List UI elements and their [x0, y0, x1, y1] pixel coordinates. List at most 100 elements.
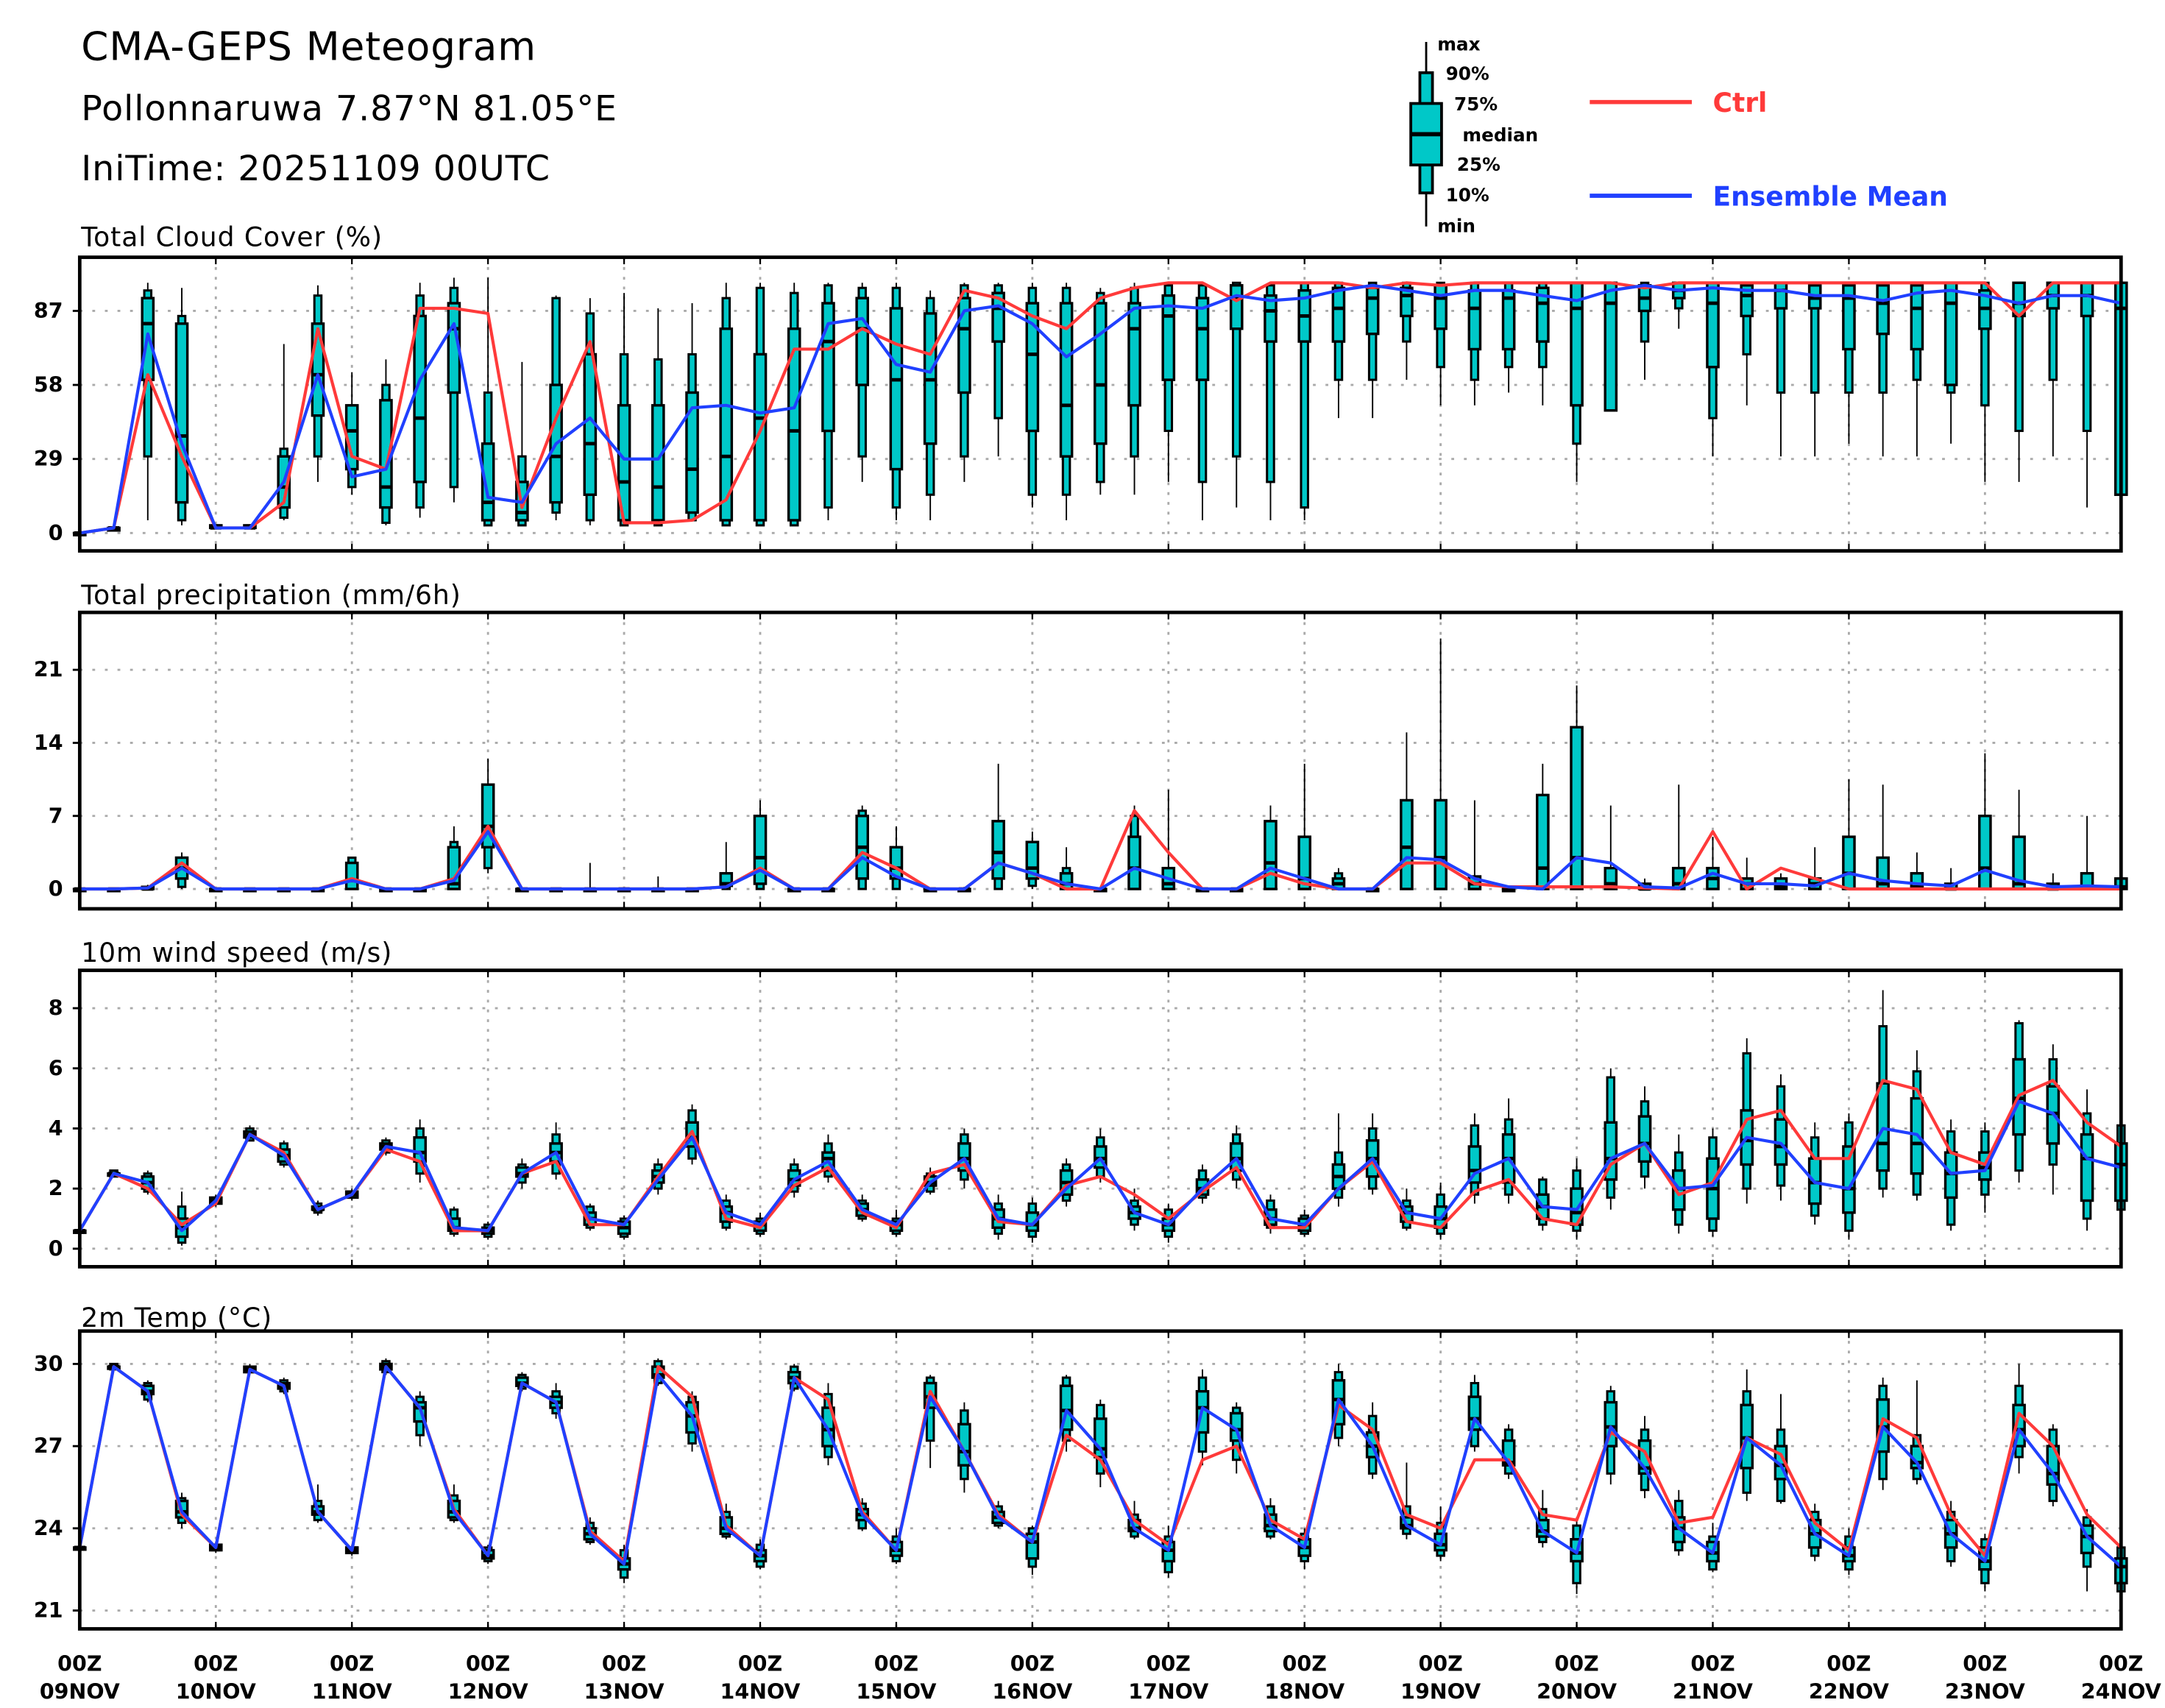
p25-p75-box	[719, 327, 734, 522]
p25-p75-box	[957, 297, 971, 394]
boxplot	[1094, 288, 1108, 495]
boxplot	[1059, 1158, 1074, 1207]
boxplot	[1807, 281, 1822, 457]
legend-p75-label: 75%	[1454, 93, 1498, 115]
boxplot	[1570, 281, 1584, 482]
boxplot	[1706, 281, 1720, 457]
p10-p90-box	[1266, 284, 1275, 483]
x-tick-hour-label: 00Z	[1010, 1651, 1055, 1676]
boxplot	[583, 298, 598, 525]
ensemble-mean-line	[79, 283, 2122, 535]
boxplot	[1195, 283, 1210, 520]
x-tick-hour-label: 00Z	[330, 1651, 374, 1676]
panel-precip: 0 7 14 21	[34, 610, 2128, 911]
x-tick-date-label: 11NOV	[312, 1679, 392, 1704]
p10-p90-box	[1640, 281, 1650, 343]
panel-frame	[77, 610, 2123, 911]
boxplot	[1978, 281, 1992, 482]
boxplot	[1501, 887, 1516, 893]
boxplot	[1876, 990, 1890, 1198]
boxplot	[855, 283, 870, 482]
x-tick-hour-label: 00Z	[2099, 1651, 2143, 1676]
y-tick-label: 0	[49, 521, 63, 545]
p25-p75-box	[991, 820, 1005, 880]
boxplot	[1978, 753, 1992, 890]
p25-p75-box	[1706, 281, 1720, 369]
y-tick-label: 0	[49, 877, 63, 901]
boxplot	[1604, 281, 1618, 412]
y-tick-label: 21	[34, 1598, 63, 1623]
x-tick-hour-label: 00Z	[1554, 1651, 1598, 1676]
y-tick-label: 8	[49, 996, 63, 1021]
boxplot	[1604, 805, 1618, 890]
boxplot	[1570, 1520, 1584, 1595]
boxplot	[2080, 1509, 2094, 1592]
x-axis-labels: 00Z 09NOV 00Z 10NOV 00Z 11NOV 00Z 12NOV 00Z 13NOV…	[40, 1651, 2161, 1704]
boxplot	[1807, 847, 1822, 890]
boxplot	[1229, 281, 1244, 508]
boxplot	[1706, 837, 1720, 890]
y-tick-label: 29	[34, 447, 63, 471]
panel-frame	[77, 1329, 2123, 1631]
boxplot	[753, 283, 768, 527]
boxplot	[1842, 1113, 1856, 1240]
boxplot	[1740, 1369, 1754, 1501]
p25-p75-box	[685, 391, 699, 514]
p25-p75-box	[1637, 1115, 1652, 1163]
boxplot	[413, 283, 427, 518]
panel-title-temp: 2m Temp (°C)	[81, 1303, 272, 1333]
boxplot	[174, 852, 189, 890]
y-tick-label: 30	[34, 1352, 63, 1376]
boxplot	[2046, 1424, 2061, 1507]
boxplot	[1434, 281, 1448, 405]
y-tick-label: 58	[34, 373, 63, 397]
boxplot	[2080, 281, 2094, 508]
boxplot	[1297, 763, 1312, 890]
boxplot	[1400, 1188, 1414, 1231]
x-tick-hour-label: 00Z	[738, 1651, 782, 1676]
boxplot	[1910, 281, 1924, 457]
p10-p90-box	[1231, 281, 1241, 458]
p25-p75-box	[1536, 793, 1550, 890]
p25-p75-box	[787, 327, 801, 522]
boxplot	[1025, 832, 1040, 890]
boxplot	[174, 288, 189, 525]
boxplot	[481, 758, 495, 874]
panel-title-cloud: Total Cloud Cover (%)	[80, 222, 383, 252]
location-label: Pollonnaruwa 7.87°N 81.05°E	[81, 88, 617, 129]
boxplot	[1774, 1394, 1788, 1504]
p25-p75-box	[1264, 294, 1278, 343]
p10-p90-box	[1197, 284, 1208, 483]
x-tick-date-label: 13NOV	[584, 1679, 665, 1704]
y-tick-label: 4	[49, 1116, 63, 1141]
x-tick-hour-label: 00Z	[874, 1651, 918, 1676]
boxplot	[1501, 1098, 1516, 1204]
x-tick-date-label: 14NOV	[720, 1679, 801, 1704]
p25-p75-box	[1467, 288, 1482, 351]
y-tick-label: 27	[34, 1434, 63, 1459]
p25-p75-box	[174, 322, 189, 504]
boxplot	[923, 290, 938, 520]
boxplot	[1536, 281, 1550, 405]
p25-p75-box	[1127, 302, 1141, 407]
p25-p75-box	[1365, 286, 1380, 336]
boxplot	[1842, 281, 1856, 444]
panel-temp: 21 24 27 30	[34, 1329, 2128, 1631]
p25-p75-box	[753, 815, 768, 885]
boxplot	[1264, 283, 1278, 520]
boxplot	[855, 805, 870, 890]
p25-p75-box	[2080, 281, 2094, 318]
p25-p75-box	[1059, 302, 1074, 458]
p25-p75-box	[2080, 1133, 2094, 1202]
init-time-label: IniTime: 20251109 00UTC	[81, 149, 550, 189]
x-tick-hour-label: 00Z	[194, 1651, 238, 1676]
p25-p75-box	[753, 352, 768, 522]
boxplot	[1501, 281, 1516, 393]
boxplot	[889, 283, 904, 520]
p25-p75-box	[1264, 820, 1278, 890]
boxplot	[2080, 815, 2094, 890]
boxplot	[1365, 1113, 1380, 1195]
x-tick-hour-label: 00Z	[1418, 1651, 1462, 1676]
legend: max 90% 75% median 25% 10% min Ctrl Ense…	[1409, 33, 1948, 236]
panel-title-wind: 10m wind speed (m/s)	[81, 938, 392, 968]
